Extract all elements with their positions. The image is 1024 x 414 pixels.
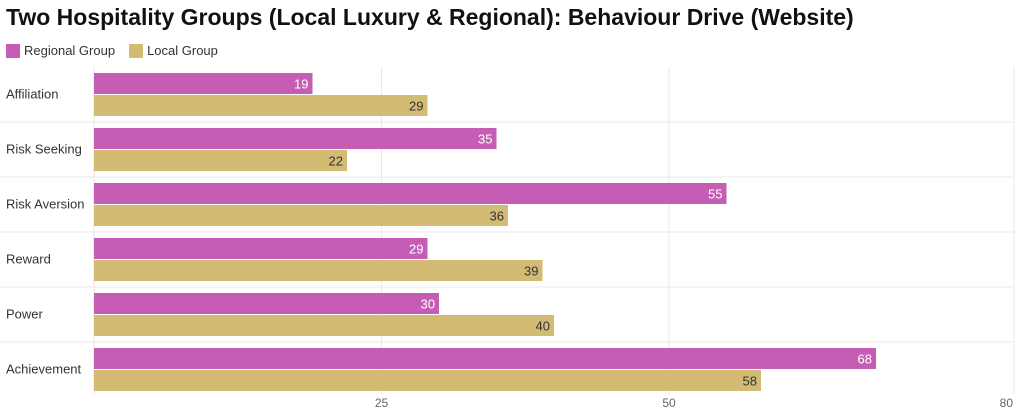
legend-item-regional-group: Regional Group bbox=[6, 43, 115, 58]
data-label-local-group-risk-seeking: 22 bbox=[329, 154, 343, 169]
legend-label-regional-group: Regional Group bbox=[24, 43, 116, 58]
legend-label-local-group: Local Group bbox=[147, 43, 218, 58]
legend-swatch-regional-group bbox=[6, 43, 20, 58]
bar-local-group-power bbox=[94, 315, 554, 336]
data-label-regional-group-affiliation: 19 bbox=[294, 77, 308, 92]
category-label-achievement: Achievement bbox=[6, 362, 82, 377]
legend-item-local-group: Local Group bbox=[129, 43, 218, 58]
bar-local-group-affiliation bbox=[94, 95, 428, 116]
bar-regional-group-risk-seeking bbox=[94, 128, 497, 149]
data-label-regional-group-achievement: 68 bbox=[858, 352, 872, 367]
bar-local-group-risk-seeking bbox=[94, 150, 347, 171]
x-tick-label-80: 80 bbox=[1000, 396, 1014, 410]
data-label-regional-group-power: 30 bbox=[421, 297, 435, 312]
category-label-risk-seeking: Risk Seeking bbox=[6, 142, 82, 157]
category-label-reward: Reward bbox=[6, 252, 51, 267]
bar-regional-group-affiliation bbox=[94, 73, 313, 94]
bar-regional-group-reward bbox=[94, 238, 428, 259]
category-label-risk-aversion: Risk Aversion bbox=[6, 197, 85, 212]
bar-local-group-achievement bbox=[94, 370, 761, 391]
category-label-power: Power bbox=[6, 307, 44, 322]
data-label-local-group-power: 40 bbox=[536, 319, 550, 334]
chart-title: Two Hospitality Groups (Local Luxury & R… bbox=[6, 4, 854, 30]
category-label-affiliation: Affiliation bbox=[6, 87, 59, 102]
data-label-regional-group-risk-seeking: 35 bbox=[478, 132, 492, 147]
x-tick-label-25: 25 bbox=[375, 396, 389, 410]
legend-swatch-local-group bbox=[129, 43, 144, 58]
bar-local-group-risk-aversion bbox=[94, 205, 508, 226]
data-label-regional-group-risk-aversion: 55 bbox=[708, 187, 722, 202]
data-label-local-group-achievement: 58 bbox=[743, 374, 757, 389]
bar-regional-group-achievement bbox=[94, 348, 876, 369]
data-label-local-group-reward: 39 bbox=[524, 264, 538, 279]
bar-regional-group-risk-aversion bbox=[94, 183, 727, 204]
legend: Regional Group Local Group bbox=[6, 43, 218, 58]
x-tick-label-50: 50 bbox=[662, 396, 676, 410]
data-label-local-group-risk-aversion: 36 bbox=[490, 209, 504, 224]
bar-local-group-reward bbox=[94, 260, 543, 281]
bar-regional-group-power bbox=[94, 293, 439, 314]
data-label-local-group-affiliation: 29 bbox=[409, 99, 423, 114]
data-label-regional-group-reward: 29 bbox=[409, 242, 423, 257]
